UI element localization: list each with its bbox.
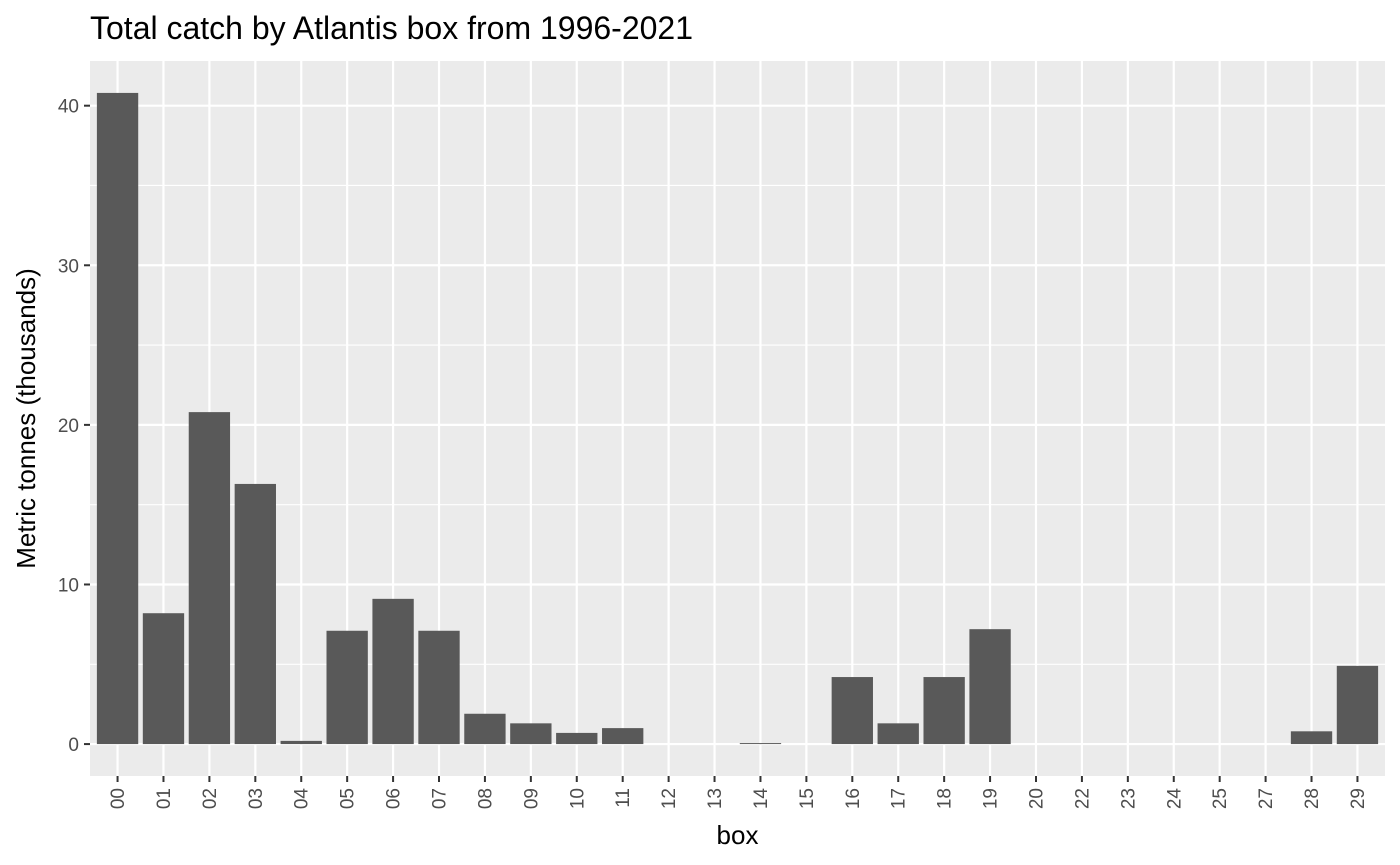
x-tick-label: 17 (889, 788, 910, 809)
y-tick-label: 20 (58, 416, 79, 437)
y-tick-label: 30 (58, 256, 79, 277)
minor-gridlines (90, 184, 1385, 665)
bar-02 (188, 412, 231, 745)
bar-29 (1336, 665, 1379, 745)
x-tick-label: 27 (1256, 788, 1277, 809)
x-tick-label: 24 (1164, 788, 1185, 810)
plot-panel (90, 61, 1385, 776)
x-tick-label: 29 (1348, 788, 1369, 809)
x-tick-label: 06 (384, 788, 405, 809)
x-tick-label: 18 (935, 788, 956, 809)
bar-04 (280, 740, 322, 745)
bar-18 (923, 677, 965, 745)
bar-06 (372, 598, 414, 745)
bar-09 (510, 723, 552, 745)
bar-08 (464, 713, 506, 745)
y-tick-label: 40 (58, 97, 79, 118)
x-tick-label: 12 (659, 788, 680, 809)
x-tick-label: 11 (613, 788, 634, 808)
x-tick-label: 13 (705, 788, 726, 809)
x-tick-label: 01 (154, 788, 175, 809)
x-tick-label: 09 (521, 788, 542, 809)
x-tick-label: 08 (475, 788, 496, 809)
bar-07 (418, 630, 460, 745)
x-tick-label: 02 (200, 788, 221, 809)
x-tick-label: 10 (567, 788, 588, 809)
bar-01 (142, 613, 185, 745)
x-tick-label: 07 (430, 788, 451, 809)
y-axis-title: Metric tonnes (thousands) (11, 268, 41, 569)
bar-28 (1290, 731, 1333, 745)
bar-00 (96, 92, 139, 745)
bar-11 (602, 728, 644, 745)
x-tick-label: 15 (797, 788, 818, 809)
x-tick-label: 23 (1118, 788, 1139, 809)
bar-05 (326, 630, 368, 745)
x-axis-title: box (717, 820, 759, 850)
bar-16 (831, 677, 873, 745)
x-tick-label: 19 (981, 788, 1002, 809)
bar-10 (556, 732, 598, 745)
x-tick-label: 03 (246, 788, 267, 809)
y-axis: 0 10 20 30 40 (58, 97, 90, 756)
x-axis: 00 01 02 03 04 05 06 07 08 09 10 11 12 13 14 15 16 17 18 19… (108, 776, 1369, 809)
y-tick-label: 10 (58, 575, 79, 596)
y-tick-label: 0 (68, 735, 79, 756)
bar-19 (969, 629, 1011, 745)
x-tick-label: 28 (1302, 788, 1323, 809)
bar-17 (877, 723, 919, 745)
bar-03 (234, 483, 276, 745)
bar-14 (739, 743, 782, 745)
major-gridlines-y (90, 104, 1385, 746)
bars (96, 92, 1379, 745)
x-tick-label: 14 (751, 788, 772, 810)
chart-title: Total catch by Atlantis box from 1996-20… (90, 10, 693, 46)
x-tick-label: 00 (108, 788, 129, 809)
x-tick-label: 20 (1026, 788, 1047, 809)
x-tick-label: 25 (1210, 788, 1231, 809)
x-tick-label: 22 (1072, 788, 1093, 809)
x-tick-label: 05 (338, 788, 359, 809)
x-tick-label: 16 (843, 788, 864, 809)
x-tick-label: 04 (292, 788, 313, 810)
